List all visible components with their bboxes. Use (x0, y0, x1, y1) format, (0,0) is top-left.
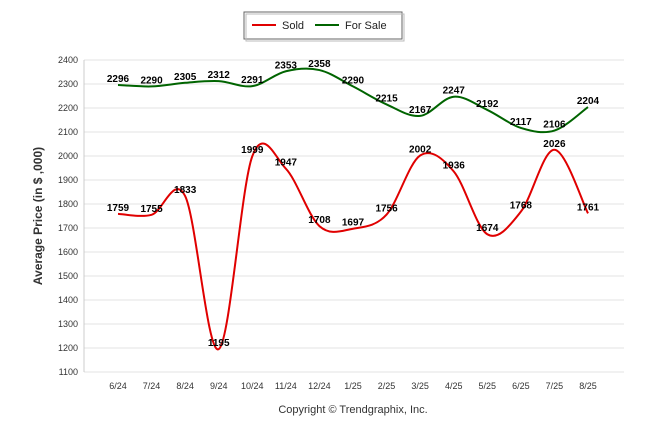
y-tick-label: 2300 (58, 79, 78, 89)
y-tick-label: 2400 (58, 55, 78, 65)
y-tick-label: 2200 (58, 103, 78, 113)
x-tick-label: 11/24 (275, 381, 297, 391)
data-label-sold: 1697 (342, 218, 365, 229)
x-tick-label: 1/25 (344, 381, 362, 391)
data-label-for-sale: 2290 (140, 75, 163, 86)
data-label-sold: 1999 (241, 145, 264, 156)
data-label-for-sale: 2358 (308, 59, 331, 70)
legend-label-sold: Sold (282, 20, 304, 32)
data-label-for-sale: 2167 (409, 105, 432, 116)
y-tick-label: 1700 (58, 223, 78, 233)
x-tick-label: 10/24 (241, 381, 264, 391)
series-lines (117, 67, 589, 351)
grid (83, 59, 624, 373)
data-label-sold: 1756 (375, 204, 398, 215)
data-label-for-sale: 2290 (342, 75, 365, 86)
data-label-for-sale: 2204 (577, 96, 600, 107)
data-labels: 1759 1755 1833 1195 1999 1947 1708 1697 1756 2002… (107, 59, 600, 349)
data-label-for-sale: 2312 (208, 70, 231, 81)
data-label-sold: 1947 (275, 158, 298, 169)
data-label-for-sale: 2353 (275, 60, 298, 71)
data-label-sold: 1768 (510, 201, 533, 212)
x-tick-label: 8/25 (579, 381, 597, 391)
y-tick-label: 1900 (58, 175, 78, 185)
x-tick-label: 9/24 (210, 381, 228, 391)
y-tick-label: 1400 (58, 295, 78, 305)
y-tick-label: 1300 (58, 319, 78, 329)
data-label-sold: 2026 (543, 139, 566, 150)
data-label-for-sale: 2117 (510, 117, 532, 128)
x-tick-label: 5/25 (479, 381, 497, 391)
data-label-for-sale: 2247 (443, 86, 466, 97)
x-tick-label: 6/25 (512, 381, 530, 391)
x-tick-label: 8/24 (176, 381, 194, 391)
copyright-text: Copyright © Trendgraphix, Inc. (278, 404, 427, 416)
x-tick-label: 12/24 (308, 381, 331, 391)
x-tick-label: 3/25 (411, 381, 429, 391)
data-label-sold: 1755 (140, 204, 163, 215)
data-label-for-sale: 2106 (543, 120, 566, 131)
data-label-for-sale: 2215 (375, 93, 398, 104)
data-label-sold: 1708 (308, 215, 331, 226)
data-label-sold: 1759 (107, 203, 130, 214)
y-tick-label: 1100 (59, 367, 78, 377)
y-axis-ticks: 1100 1200 1300 1400 1500 1600 1700 1800 1900 2000… (58, 55, 78, 377)
x-tick-label: 7/24 (143, 381, 161, 391)
data-label-for-sale: 2192 (476, 99, 499, 110)
y-tick-label: 1600 (58, 247, 78, 257)
legend: Sold For Sale (243, 11, 405, 42)
x-tick-label: 4/25 (445, 381, 463, 391)
y-axis-label: Average Price (in $ ,000) (31, 147, 45, 285)
x-tick-label: 2/25 (378, 381, 396, 391)
data-label-sold: 2002 (409, 145, 432, 156)
data-label-sold: 1195 (208, 338, 230, 349)
y-tick-label: 2000 (58, 151, 78, 161)
y-tick-label: 1800 (58, 199, 78, 209)
y-tick-label: 1500 (58, 271, 78, 281)
data-label-sold: 1761 (577, 202, 600, 213)
data-label-sold: 1833 (174, 185, 197, 196)
x-tick-label: 6/24 (109, 381, 127, 391)
y-tick-label: 2100 (58, 127, 78, 137)
series-line-for-sale (117, 67, 589, 134)
x-tick-label: 7/25 (546, 381, 564, 391)
legend-label-for-sale: For Sale (345, 20, 387, 32)
series-line-sold (117, 142, 589, 351)
x-axis-ticks: 6/24 7/24 8/24 9/24 10/24 11/24 12/24 1/25 2/25 3… (109, 381, 597, 391)
data-label-sold: 1674 (476, 223, 499, 234)
y-tick-label: 1200 (58, 343, 78, 353)
data-label-sold: 1936 (443, 160, 466, 171)
data-label-for-sale: 2296 (107, 74, 130, 85)
data-label-for-sale: 2305 (174, 72, 197, 83)
data-label-for-sale: 2291 (241, 75, 264, 86)
